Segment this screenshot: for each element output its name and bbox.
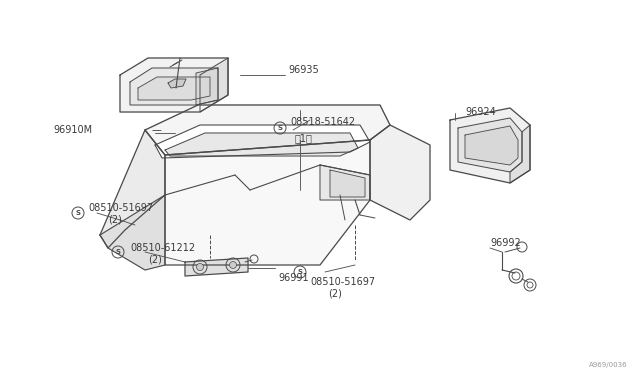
Polygon shape	[510, 125, 530, 183]
Circle shape	[230, 262, 237, 269]
Polygon shape	[168, 79, 186, 88]
Polygon shape	[145, 105, 390, 155]
Polygon shape	[465, 126, 518, 165]
Text: S: S	[76, 210, 81, 216]
Text: 08510-61212: 08510-61212	[130, 243, 195, 253]
Text: (2): (2)	[148, 255, 162, 265]
Polygon shape	[130, 68, 218, 105]
Polygon shape	[165, 140, 370, 265]
Text: 08510-51697: 08510-51697	[310, 277, 375, 287]
Polygon shape	[330, 170, 365, 197]
Text: (2): (2)	[328, 289, 342, 299]
Polygon shape	[196, 68, 218, 105]
Polygon shape	[100, 130, 165, 248]
Text: S: S	[278, 125, 282, 131]
Text: (2): (2)	[108, 215, 122, 225]
Polygon shape	[450, 108, 530, 183]
Polygon shape	[155, 125, 370, 158]
Text: 08518-51642: 08518-51642	[290, 117, 355, 127]
Polygon shape	[100, 195, 165, 270]
Text: 96991: 96991	[278, 273, 308, 283]
Polygon shape	[185, 258, 248, 276]
Text: 96910M: 96910M	[53, 125, 92, 135]
Text: 96992: 96992	[490, 238, 521, 248]
Polygon shape	[458, 118, 522, 172]
Text: —: —	[152, 125, 162, 135]
Text: S: S	[298, 269, 303, 275]
Polygon shape	[320, 165, 370, 200]
Text: 96935: 96935	[288, 65, 319, 75]
Polygon shape	[138, 77, 210, 100]
Text: 08510-51697: 08510-51697	[88, 203, 153, 213]
Polygon shape	[370, 125, 430, 220]
Text: A969/0036: A969/0036	[589, 362, 628, 368]
Polygon shape	[200, 58, 228, 112]
Polygon shape	[120, 58, 228, 112]
Text: 96924: 96924	[465, 107, 496, 117]
Text: 〈1〉: 〈1〉	[295, 133, 313, 143]
Text: S: S	[115, 249, 120, 255]
Circle shape	[196, 263, 204, 270]
Polygon shape	[165, 133, 358, 156]
